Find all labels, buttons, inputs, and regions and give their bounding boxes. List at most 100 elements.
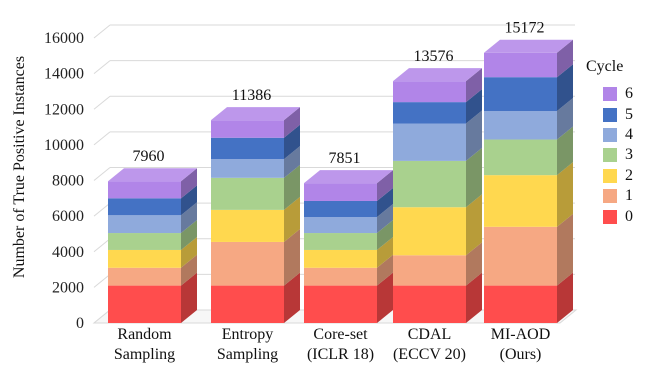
bar-segment [108,233,181,250]
x-tick-label: Sampling [114,346,175,363]
bar-segment [393,207,466,256]
x-tick-label: (ECCV 20) [393,346,466,363]
bar-segment [484,175,557,227]
bar-segment [393,123,466,161]
legend-item: 2 [580,166,640,186]
y-tick-label: 0 [76,315,84,332]
x-tick-label: (ICLR 18) [307,346,374,363]
bar-side-face [284,272,300,323]
bar-segment [484,226,557,286]
gridline-slant [93,202,111,217]
legend-label: 4 [625,125,633,143]
x-tick-label: Core-set [313,326,368,343]
x-tick-label: Entropy [222,326,274,343]
bar-side-face [557,272,573,323]
bar-segment [108,181,181,199]
bar-segment [393,102,466,124]
bar-side-face [466,272,482,323]
legend-item: 6 [580,84,640,104]
y-axis-ticks: 0 2000 4000 6000 8000 10000 12000 14000 16000 [44,30,84,332]
bar-side-face [377,170,393,201]
legend-item: 1 [580,186,640,206]
bar-side-face [181,202,197,234]
bar-side-face [181,168,197,199]
legend-swatch [603,107,617,122]
bar-segment [304,217,377,234]
bar-side-face [181,185,197,216]
bar-segment [484,111,557,140]
legend-item: 0 [580,206,640,226]
legend-item: 3 [580,145,640,165]
bar-segment [211,209,284,242]
legend-swatch [603,148,617,163]
bar-side-face [466,194,482,256]
x-axis-categories: Random Sampling Entropy Sampling Core-set (IC… [114,326,550,363]
bar-segment [304,183,377,201]
bar-segment [108,215,181,234]
bar-side-face [557,39,573,78]
gridline-slant [93,273,111,288]
bar-side-face [466,147,482,208]
legend-label: 5 [625,105,633,123]
bar-side-face [284,107,300,138]
bar-segment [393,160,466,208]
bar-segment [108,267,181,286]
bar-segment [484,139,557,176]
bar-top-face [211,107,300,121]
data-label-total: 7960 [133,148,165,165]
bar-segment [211,285,284,323]
bar-side-face [557,98,573,140]
bar-side-face [181,220,197,250]
bar-top-face [108,168,197,182]
bar-segment [304,249,377,268]
bar-side-face [466,89,482,124]
bar-side-face [466,110,482,161]
bar-segment [304,200,377,218]
bar-group [108,39,573,323]
bar-segment [211,159,284,178]
legend-label: 0 [625,207,633,225]
bar-totals: 7960 11386 7851 13576 15172 [133,20,545,167]
bar-side-face [557,64,573,112]
x-tick-label: Random [117,326,172,343]
bar-segment [484,77,557,112]
data-label-total: 7851 [329,150,361,167]
bar-side-face [181,236,197,268]
bar-side-face [377,204,393,234]
bar-side-face [284,164,300,210]
legend-swatch [603,127,617,142]
bar-side-face [284,196,300,242]
gridline-slant [93,167,111,181]
bar-segment [211,137,284,160]
bar-side-face [466,242,482,286]
y-axis-label: Number of True Positive Instances [11,55,28,279]
x-tick-label: CDAL [408,326,452,343]
bar-segment [108,285,181,323]
x-tick-label: (Ours) [500,346,542,363]
bar-segment [304,285,377,323]
gridline-slant [93,131,111,146]
bar-side-face [557,213,573,286]
y-tick-label: 8000 [52,173,84,190]
y-tick-label: 12000 [44,101,84,118]
legend-label: 3 [625,146,633,164]
legend-title: Cycle [586,58,624,75]
legend-item: 5 [580,104,640,124]
legend-label: 1 [625,187,633,205]
bar-side-face [557,126,573,176]
legend-swatch [603,209,617,224]
bar-top-face [484,39,573,53]
gridline-slant [93,95,111,110]
bar-segment [304,267,377,286]
bar-side-face [377,236,393,268]
bar-side-face [466,68,482,103]
bar-side-face [284,124,300,160]
bar-side-face [377,254,393,286]
bar-side-face [377,272,393,323]
data-label-total: 13576 [414,48,454,65]
bar-top-face [393,68,482,82]
data-label-total: 15172 [505,20,545,37]
bar-segment [211,241,284,286]
data-label-total: 11386 [232,87,271,104]
legend-label: 2 [625,166,633,184]
